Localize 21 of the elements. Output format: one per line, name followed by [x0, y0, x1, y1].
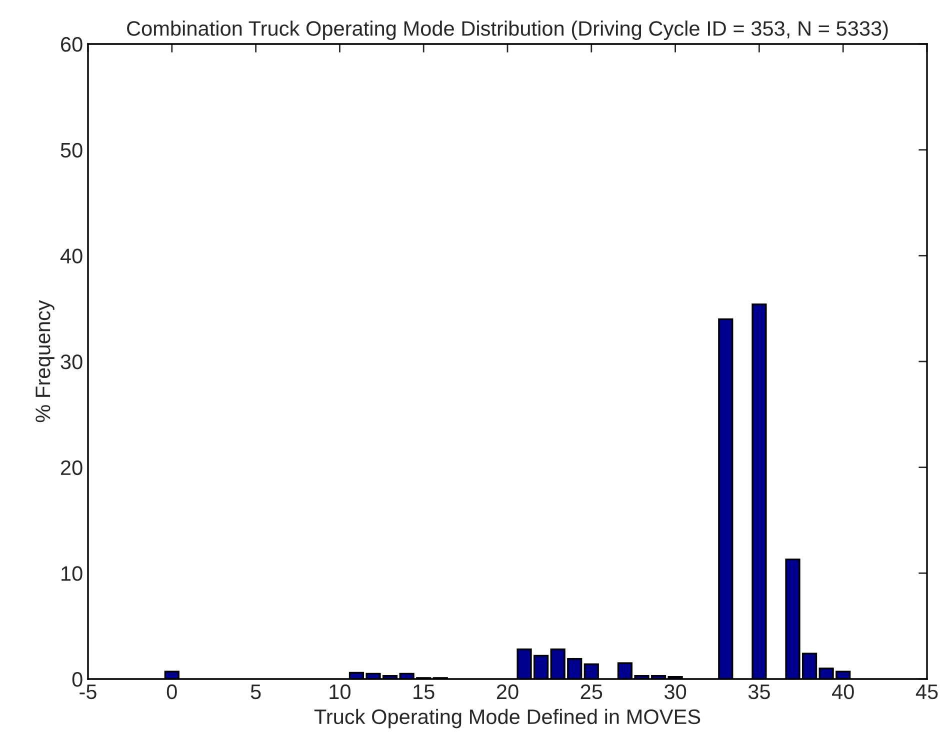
y-tick-label: 10 [62, 566, 82, 581]
x-tick-label: 20 [496, 684, 518, 700]
x-tick-label: -5 [80, 684, 96, 700]
x-tick-label: 0 [166, 684, 177, 700]
chart-title: Combination Truck Operating Mode Distribution (Driving Cycle ID = 353, N = 5333) [127, 20, 888, 40]
y-tick-label: 0 [72, 672, 82, 687]
x-tick-label: 25 [580, 684, 602, 700]
x-tick-label: 40 [832, 684, 854, 700]
x-tick-label: 15 [414, 684, 434, 700]
x-tick-label: 5 [250, 684, 261, 700]
y-tick-label: 60 [61, 37, 82, 52]
y-tick-label: 40 [60, 248, 82, 264]
x-axis-title: Truck Operating Mode Defined in MOVES [314, 708, 700, 728]
y-tick-label: 30 [60, 354, 82, 370]
y-tick-label: 20 [61, 460, 82, 476]
x-tick-label: 35 [748, 684, 770, 700]
x-tick-label: 30 [664, 684, 686, 700]
x-tick-label: 45 [916, 684, 938, 700]
y-axis-title: % Frequency [36, 300, 54, 422]
y-tick-label: 50 [60, 142, 82, 158]
x-tick-label: 10 [330, 684, 350, 700]
